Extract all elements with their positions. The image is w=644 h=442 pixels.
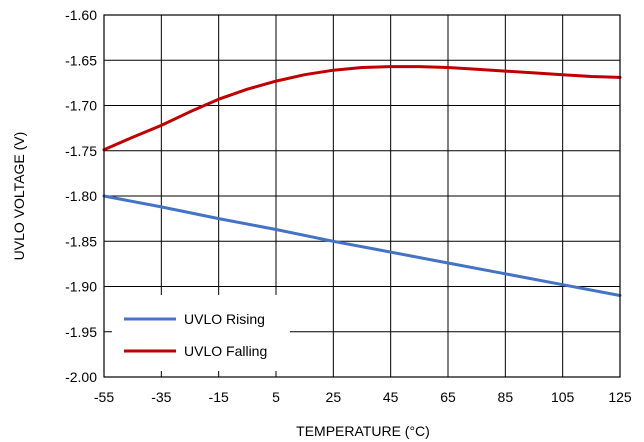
y-axis-tick-labels: -1.60 -1.65 -1.70 -1.75 -1.80 -1.85 -1.90 -1.95… bbox=[65, 7, 97, 385]
y-tick-label: -1.90 bbox=[65, 279, 97, 295]
x-axis-tick-labels: -55 -35 -15 5 25 45 65 85 105 125 bbox=[94, 389, 632, 405]
legend-label-uvlo-rising: UVLO Rising bbox=[184, 311, 265, 327]
x-axis-title: TEMPERATURE (°C) bbox=[296, 423, 430, 439]
y-tick-label: -1.85 bbox=[65, 233, 97, 249]
y-tick-label: -1.60 bbox=[65, 7, 97, 23]
legend: UVLO Rising UVLO Falling bbox=[112, 295, 290, 371]
y-tick-label: -1.75 bbox=[65, 143, 97, 159]
x-tick-label: -15 bbox=[209, 389, 229, 405]
series-line-uvlo-falling bbox=[102, 65, 622, 152]
x-tick-label: 85 bbox=[498, 389, 514, 405]
x-tick-label: 125 bbox=[608, 389, 632, 405]
series-lines bbox=[102, 65, 622, 297]
x-tick-label: 45 bbox=[383, 389, 399, 405]
x-tick-label: 25 bbox=[326, 389, 342, 405]
y-axis-title: UVLO VOLTAGE (V) bbox=[11, 132, 27, 261]
legend-background bbox=[112, 295, 290, 371]
y-tick-label: -1.95 bbox=[65, 324, 97, 340]
y-tick-label: -1.70 bbox=[65, 98, 97, 114]
y-tick-label: -1.80 bbox=[65, 188, 97, 204]
x-tick-label: 105 bbox=[551, 389, 575, 405]
x-tick-label: 5 bbox=[272, 389, 280, 405]
x-tick-label: -35 bbox=[151, 389, 171, 405]
legend-label-uvlo-falling: UVLO Falling bbox=[184, 343, 267, 359]
series-line-uvlo-rising bbox=[102, 194, 622, 297]
y-tick-label: -1.65 bbox=[65, 52, 97, 68]
x-tick-label: -55 bbox=[94, 389, 114, 405]
plot-area-frame bbox=[103, 14, 621, 378]
x-tick-label: 65 bbox=[440, 389, 456, 405]
y-tick-label: -2.00 bbox=[65, 369, 97, 385]
